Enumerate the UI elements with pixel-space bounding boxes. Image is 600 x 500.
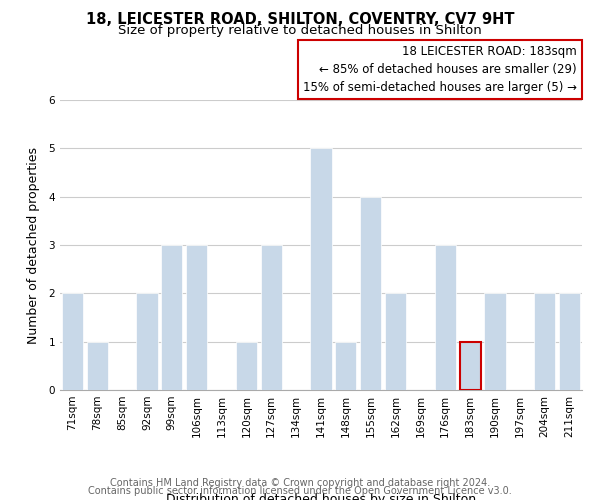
- Text: Size of property relative to detached houses in Shilton: Size of property relative to detached ho…: [118, 24, 482, 37]
- Bar: [261, 245, 282, 390]
- Bar: [559, 294, 580, 390]
- Bar: [460, 342, 481, 390]
- Bar: [62, 294, 83, 390]
- Text: 18, LEICESTER ROAD, SHILTON, COVENTRY, CV7 9HT: 18, LEICESTER ROAD, SHILTON, COVENTRY, C…: [86, 12, 514, 28]
- Text: Contains HM Land Registry data © Crown copyright and database right 2024.: Contains HM Land Registry data © Crown c…: [110, 478, 490, 488]
- X-axis label: Distribution of detached houses by size in Shilton: Distribution of detached houses by size …: [166, 492, 476, 500]
- Bar: [186, 245, 207, 390]
- Text: 18 LEICESTER ROAD: 183sqm
← 85% of detached houses are smaller (29)
15% of semi-: 18 LEICESTER ROAD: 183sqm ← 85% of detac…: [303, 45, 577, 94]
- Bar: [136, 294, 158, 390]
- Bar: [335, 342, 356, 390]
- Bar: [310, 148, 332, 390]
- Bar: [360, 196, 381, 390]
- Text: Contains public sector information licensed under the Open Government Licence v3: Contains public sector information licen…: [88, 486, 512, 496]
- Bar: [534, 294, 555, 390]
- Bar: [435, 245, 456, 390]
- Bar: [87, 342, 108, 390]
- Bar: [236, 342, 257, 390]
- Bar: [385, 294, 406, 390]
- Bar: [484, 294, 506, 390]
- Bar: [161, 245, 182, 390]
- Y-axis label: Number of detached properties: Number of detached properties: [27, 146, 40, 344]
